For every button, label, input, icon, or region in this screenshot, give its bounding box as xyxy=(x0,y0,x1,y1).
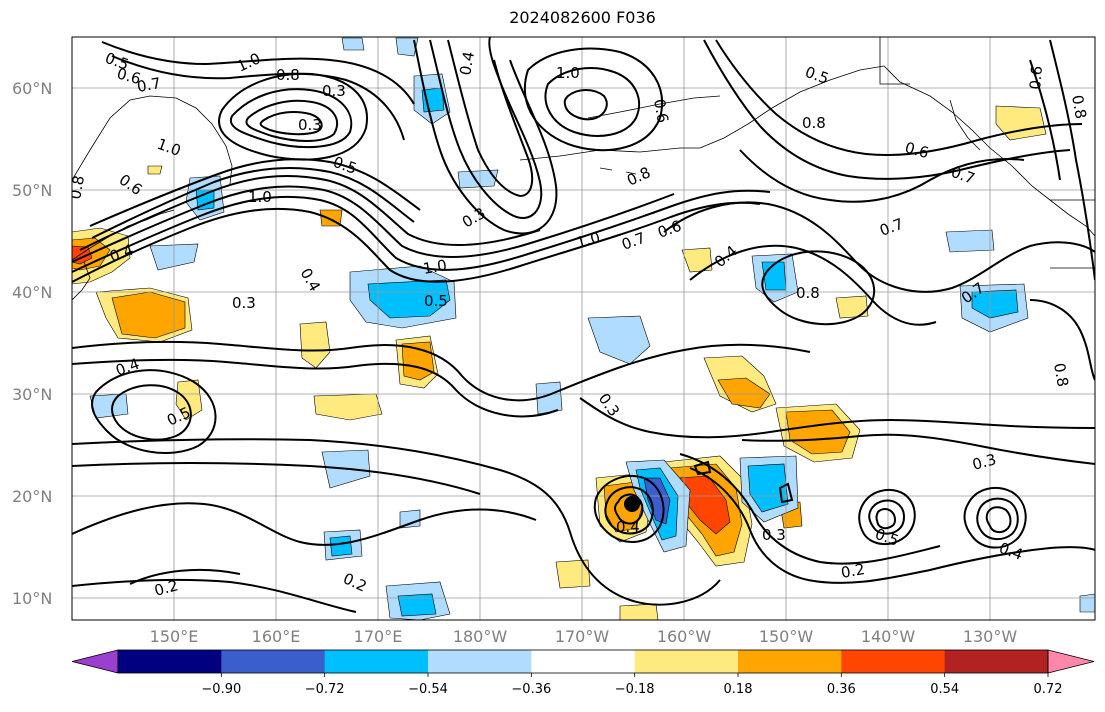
colorbar: −0.90 −0.72 −0.54 −0.36 −0.18 0.18 0.36 0.54 0.7… xyxy=(71,649,1095,697)
contour-label: 0.6 xyxy=(115,64,143,88)
contour-label: 0.3 xyxy=(232,294,256,312)
coastlines xyxy=(72,37,1095,301)
lon-label: 150°E xyxy=(150,627,199,646)
contour-label: 0.4 xyxy=(456,50,478,77)
lat-label: 60°N xyxy=(12,79,52,98)
colorbar-extend-high xyxy=(1047,649,1095,674)
colorbar-segment xyxy=(531,650,636,673)
lat-label: 50°N xyxy=(12,181,52,200)
lat-label: 40°N xyxy=(12,283,52,302)
lon-label: 170°W xyxy=(555,627,610,646)
graticule xyxy=(72,37,1095,620)
lon-label: 140°W xyxy=(861,627,916,646)
lon-label: 160°E xyxy=(252,627,301,646)
contour-label: 0.3 xyxy=(322,82,346,100)
colorbar-tick-label: 0.36 xyxy=(827,682,856,697)
contour-label: 0.7 xyxy=(136,74,163,96)
lon-label: 160°W xyxy=(657,627,712,646)
map-title: 2024082600 F036 xyxy=(509,8,656,27)
contour-label: 0.8 xyxy=(1068,94,1090,121)
contour-label: 1.0 xyxy=(422,256,449,278)
colorbar-outline xyxy=(117,649,1049,674)
colorbar-tick-label: 0.18 xyxy=(724,682,753,697)
contour-label: 0.6 xyxy=(1026,65,1046,90)
lat-label: 20°N xyxy=(12,487,52,506)
contour-label: 0.8 xyxy=(276,66,300,84)
contour-label: 0.3 xyxy=(970,450,998,474)
lon-label: 180°W xyxy=(453,627,508,646)
lon-label: 130°W xyxy=(963,627,1018,646)
map-field: 0.5 0.6 0.7 1.0 0.8 0.3 0.4 1.0 0.6 1.0 … xyxy=(66,37,1095,620)
lon-label: 170°E xyxy=(354,627,403,646)
storm-center-marker xyxy=(624,496,640,512)
negative-shading xyxy=(89,37,1095,620)
contours xyxy=(72,37,1095,613)
contour-label: 0.6 xyxy=(903,138,931,162)
colorbar-tick-label: −0.36 xyxy=(511,682,551,697)
map-background xyxy=(72,37,1095,620)
contour-label: 0.5 xyxy=(424,292,448,310)
colorbar-segment xyxy=(841,650,946,673)
colorbar-tick-label: −0.90 xyxy=(201,682,241,697)
colorbar-segment xyxy=(944,650,1049,673)
colorbar-segment xyxy=(428,650,532,673)
colorbar-tick-label: 0.54 xyxy=(930,682,959,697)
contour-label: 0.3 xyxy=(762,526,786,544)
colorbar-tick-label: 0.72 xyxy=(1034,682,1063,697)
colorbar-segment xyxy=(738,650,842,673)
colorbar-tick-label: −0.72 xyxy=(305,682,345,697)
longitude-labels: 150°E 160°E 170°E 180°W 170°W 160°W 150°… xyxy=(150,627,1018,646)
colorbar-extend-low xyxy=(71,649,119,674)
contour-label: 0.4 xyxy=(616,518,640,536)
lon-label: 150°W xyxy=(759,627,814,646)
lat-label: 30°N xyxy=(12,385,52,404)
lat-label: 10°N xyxy=(12,589,52,608)
map-frame xyxy=(71,36,1096,621)
contour-label: 0.8 xyxy=(66,174,88,201)
contour-label: 0.3 xyxy=(298,116,322,134)
colorbar-segment xyxy=(634,650,739,673)
latitude-labels: 60°N 50°N 40°N 30°N 20°N 10°N xyxy=(12,79,52,608)
colorbar-tick-label: −0.54 xyxy=(408,682,448,697)
contour-label: 0.6 xyxy=(650,98,672,125)
contour-label: 1.0 xyxy=(556,64,580,82)
colorbar-tick-label: −0.18 xyxy=(615,682,655,697)
contour-label: 1.0 xyxy=(574,228,602,252)
colorbar-segment xyxy=(221,650,326,673)
colorbar-segment xyxy=(118,650,222,673)
contour-label: 0.8 xyxy=(1050,362,1072,389)
contour-label: 0.2 xyxy=(152,576,180,600)
colorbar-segment xyxy=(324,650,429,673)
contour-label: 1.0 xyxy=(248,188,272,206)
contour-label: 0.2 xyxy=(840,560,867,582)
contour-label: 0.8 xyxy=(802,114,826,132)
contour-label: 0.8 xyxy=(796,284,820,302)
